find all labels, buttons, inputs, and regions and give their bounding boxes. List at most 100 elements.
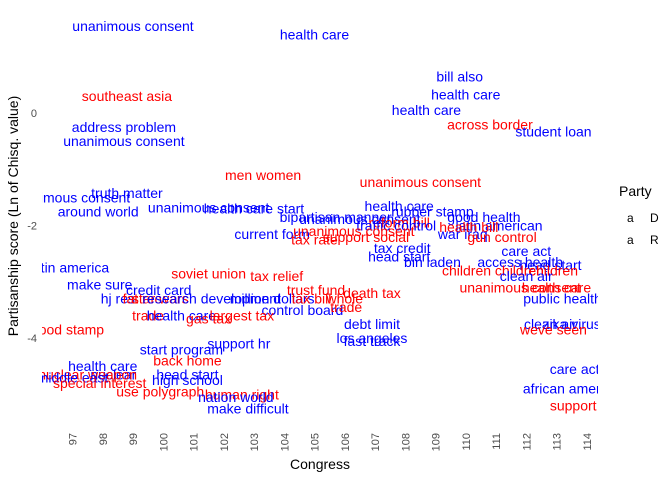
word-point: health care start bbox=[204, 201, 304, 217]
x-tick-label: 107 bbox=[370, 433, 382, 451]
x-tick-label: 102 bbox=[219, 433, 231, 451]
x-tick-label: 105 bbox=[310, 433, 322, 451]
word-point: nuclear bbox=[90, 367, 136, 383]
word-point: public health bbox=[523, 291, 602, 307]
word-point: traffic control bbox=[356, 218, 436, 234]
y-tick-label: -2 bbox=[27, 221, 37, 233]
word-point: soviet union bbox=[171, 265, 246, 281]
x-tick-label: 112 bbox=[521, 433, 533, 451]
legend-symbol: a bbox=[627, 233, 634, 247]
word-point: health care bbox=[147, 308, 216, 324]
word-point: back home bbox=[153, 353, 222, 369]
y-tick-label: 0 bbox=[31, 108, 37, 120]
word-point: health care bbox=[431, 86, 500, 102]
word-point: zika virus bbox=[542, 316, 600, 332]
word-point: tax rate bbox=[291, 232, 338, 248]
word-point: care act bbox=[501, 243, 551, 259]
word-point: health care bbox=[68, 358, 137, 374]
word-point: credit card bbox=[126, 282, 191, 298]
word-point: research development bbox=[142, 291, 281, 307]
word-point: middle east bbox=[37, 369, 109, 385]
word-point: unanimous consent bbox=[293, 223, 415, 239]
legend-key: D bbox=[650, 211, 659, 225]
word-point: student loan bbox=[515, 124, 591, 140]
word-point: fat rec bbox=[123, 291, 162, 307]
x-tick-label: 114 bbox=[582, 433, 594, 451]
x-axis-ticks: 97 98 99 100 101 102 103 104 105 106 107 108 109 110 1… bbox=[68, 433, 594, 451]
legend-symbol: a bbox=[627, 211, 634, 225]
word-point: support hr bbox=[207, 336, 270, 352]
word-point: unanimous consent bbox=[9, 189, 131, 205]
word-point: fast track bbox=[344, 333, 402, 349]
word-point: current form bbox=[234, 226, 309, 242]
word-point: bipartisan manner bbox=[280, 209, 392, 225]
word-point: access health bbox=[477, 254, 563, 270]
word-point: use polygraph bbox=[116, 383, 204, 399]
word-point: latin america bbox=[30, 260, 110, 276]
x-tick-label: 110 bbox=[461, 433, 473, 451]
word-point: los angeles bbox=[337, 330, 408, 346]
y-axis-label: Partisanship score (Ln of Chisq. value) bbox=[5, 96, 21, 336]
word-point: head start bbox=[368, 248, 430, 264]
word-point: star wars bbox=[132, 291, 189, 307]
word-point: unanimous consent bbox=[360, 174, 482, 190]
word-point: high school bbox=[152, 372, 223, 388]
word-point: truth matter bbox=[91, 185, 163, 201]
y-tick-label: -4 bbox=[27, 333, 37, 345]
word-point: support bill bbox=[550, 398, 618, 414]
word-point: health care bbox=[365, 198, 434, 214]
x-tick-label: 100 bbox=[158, 433, 170, 451]
word-point: care act bbox=[550, 361, 600, 377]
word-point: clean air bbox=[500, 268, 553, 284]
word-point: gun control bbox=[467, 229, 536, 245]
word-point: unanimous consent bbox=[459, 279, 581, 295]
word-point: support social bbox=[323, 229, 409, 245]
x-tick-label: 109 bbox=[431, 433, 443, 451]
x-tick-label: 113 bbox=[552, 433, 564, 451]
word-point: unanimous consent bbox=[148, 200, 270, 216]
word-point: unanimous consent bbox=[299, 211, 421, 227]
word-point: nation world bbox=[198, 389, 274, 405]
legend-title: Party bbox=[619, 183, 652, 199]
word-point: head start bbox=[519, 257, 581, 273]
word-point: trade bbox=[132, 308, 164, 324]
word-point: across border bbox=[447, 116, 533, 132]
word-point: health bill bbox=[439, 219, 498, 235]
word-point: health care bbox=[392, 102, 461, 118]
word-point: nuclear weapon bbox=[38, 367, 137, 383]
word-point: death tax bbox=[343, 285, 401, 301]
word-point: whole bbox=[325, 291, 363, 307]
word-point: debt limit bbox=[344, 316, 400, 332]
word-point: unanimous consent bbox=[72, 18, 194, 34]
word-point: children bbox=[529, 263, 578, 279]
word-point: million dollars bbox=[230, 291, 315, 307]
word-point: men women bbox=[225, 167, 301, 183]
x-tick-label: 111 bbox=[491, 433, 503, 450]
x-tick-label: 99 bbox=[128, 433, 140, 445]
word-point: hj res bbox=[101, 291, 135, 307]
word-point: gas tax bbox=[186, 310, 231, 326]
word-point: health care bbox=[280, 26, 349, 42]
x-tick-label: 106 bbox=[340, 433, 352, 451]
word-point: human right bbox=[205, 386, 279, 402]
word-point: trust fund bbox=[287, 282, 345, 298]
word-point: food stamp bbox=[35, 322, 104, 338]
word-point: children children bbox=[442, 263, 544, 279]
x-tick-label: 98 bbox=[98, 433, 110, 445]
word-point: address problem bbox=[72, 119, 176, 135]
x-tick-label: 104 bbox=[279, 433, 291, 451]
word-point: good health bbox=[447, 209, 520, 225]
word-point: around world bbox=[58, 203, 139, 219]
word-point: start program bbox=[140, 341, 223, 357]
x-tick-label: 97 bbox=[68, 433, 80, 445]
word-point: clean air bbox=[524, 316, 577, 332]
word-point: special interest bbox=[53, 375, 146, 391]
y-axis-ticks: 0 -2 -4 bbox=[27, 108, 37, 345]
word-point: tax relief bbox=[250, 268, 303, 284]
legend-key: R bbox=[650, 233, 659, 247]
word-point: head start bbox=[156, 367, 218, 383]
word-point: bin laden bbox=[404, 254, 461, 270]
word-point: make difficult bbox=[207, 400, 289, 416]
